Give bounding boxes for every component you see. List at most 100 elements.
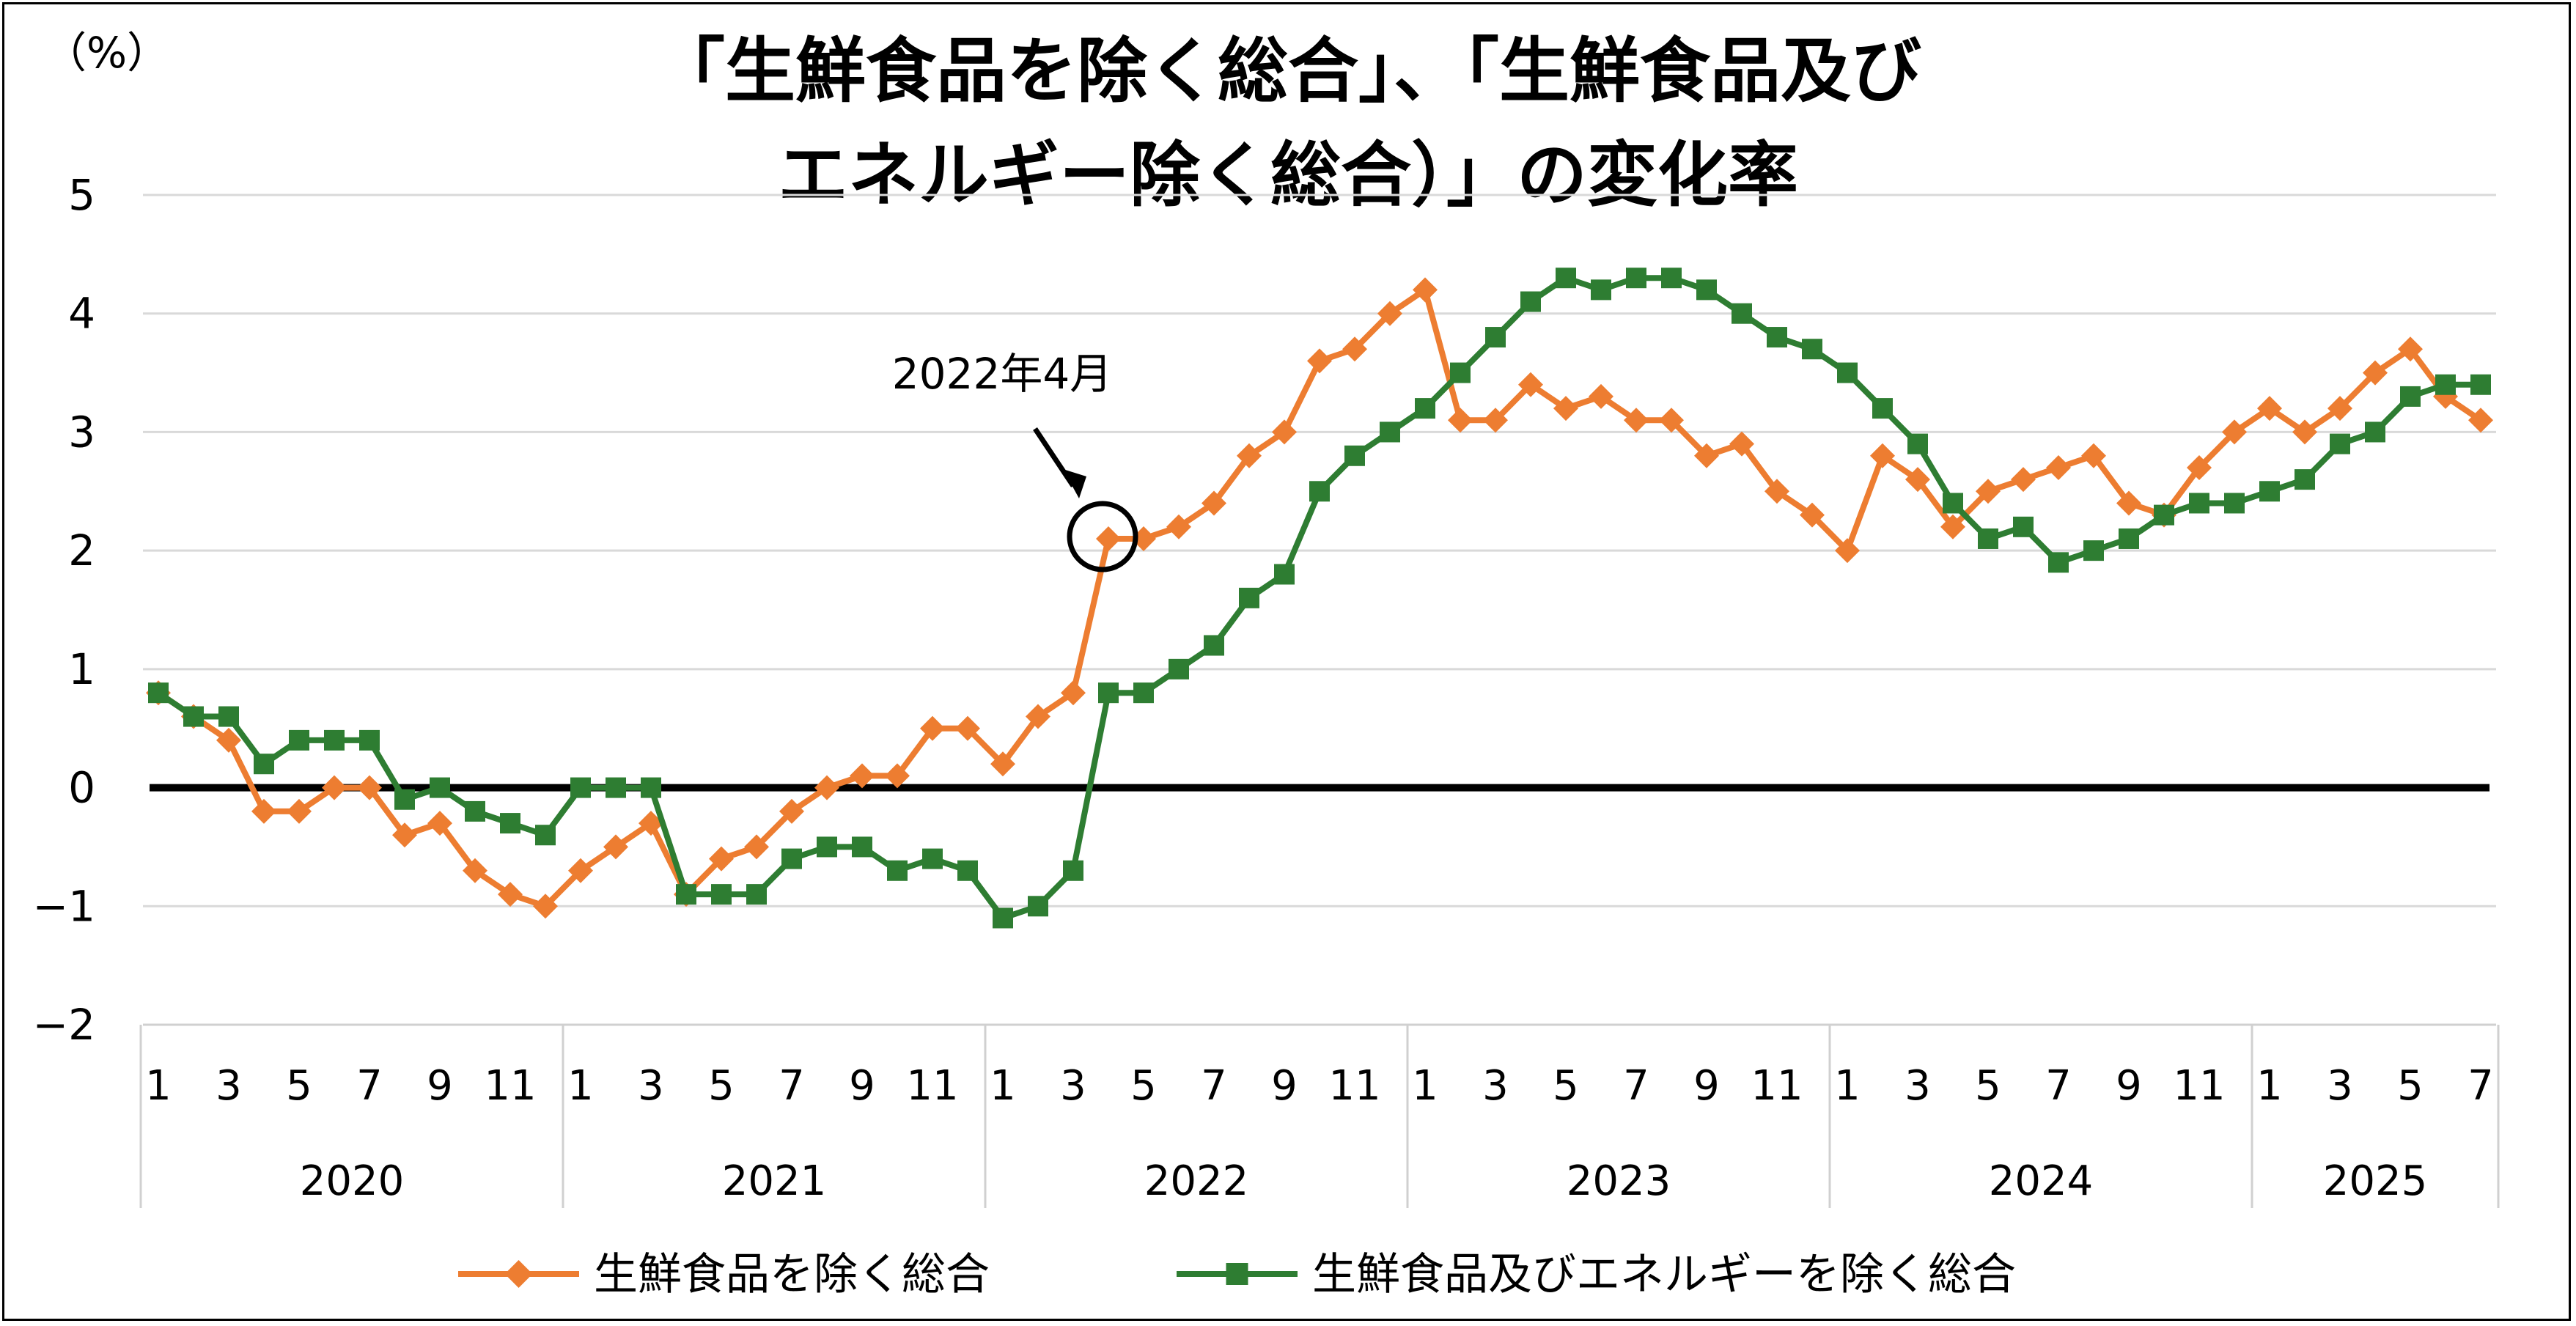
diamond-marker — [322, 775, 347, 800]
legend-label: 生鮮食品を除く総合 — [594, 1249, 990, 1300]
diamond-marker — [392, 822, 417, 848]
x-tick-label: 7 — [2468, 1062, 2494, 1110]
square-marker — [324, 729, 345, 751]
diamond-marker — [1518, 372, 1543, 397]
annotation-group: 2022年4月 — [892, 349, 1138, 572]
diamond-marker — [2222, 419, 2247, 445]
diamond-marker — [1694, 443, 1719, 468]
square-marker — [289, 729, 309, 751]
y-axis-unit-label: （%） — [44, 28, 169, 78]
year-label: 2020 — [300, 1157, 405, 1205]
square-marker — [2470, 374, 2491, 395]
x-tick-label: 11 — [2173, 1062, 2225, 1110]
square-marker — [2435, 374, 2456, 395]
x-tick-label: 9 — [1693, 1062, 1720, 1110]
square-marker — [922, 848, 943, 869]
diamond-marker — [1026, 704, 1050, 729]
x-tick-label: 7 — [2045, 1062, 2072, 1110]
annotation-circle — [1067, 501, 1138, 572]
x-axis: 1 3 5 7 9 11 1 3 5 7 9 11 1 3 5 7 9 11 1 3 5 7 9 11 1 3 5 7 9 11 1 3 5 72… — [139, 1023, 2500, 1208]
square-marker — [2330, 433, 2350, 454]
diamond-marker — [955, 715, 980, 741]
square-marker — [1169, 658, 1189, 679]
square-marker — [1204, 635, 1224, 656]
diamond-marker — [216, 727, 241, 753]
diamond-marker — [1553, 396, 1578, 421]
square-marker — [1837, 362, 1858, 383]
diamond-marker — [1940, 514, 1965, 539]
y-tick-label: 0 — [68, 763, 95, 813]
year-label: 2022 — [1144, 1157, 1249, 1205]
diamond-marker — [885, 763, 910, 789]
diamond-marker — [2257, 396, 2282, 421]
x-tick-label: 7 — [779, 1062, 805, 1110]
square-marker — [1098, 682, 1119, 704]
diamond-marker — [2187, 454, 2212, 480]
diamond-marker — [1483, 408, 1508, 433]
diamond-marker — [1272, 419, 1297, 445]
x-tick-label: 11 — [484, 1062, 536, 1110]
square-marker — [1415, 398, 1435, 419]
y-tick-label: −2 — [33, 1000, 96, 1050]
square-marker — [993, 907, 1013, 929]
y-tick-label: −1 — [33, 881, 96, 931]
square-marker — [570, 777, 591, 798]
diamond-marker — [2398, 336, 2423, 362]
diamond-marker — [1413, 277, 1438, 303]
square-marker — [1767, 327, 1787, 348]
x-tick-label: 3 — [1482, 1062, 1509, 1110]
diamond-marker — [779, 798, 804, 824]
square-marker — [1380, 421, 1400, 443]
square-marker — [1943, 493, 1963, 514]
y-tick-label: 4 — [68, 289, 95, 339]
square-marker — [1907, 433, 1928, 454]
diamond-marker — [1764, 479, 1789, 504]
square-marker — [148, 682, 169, 704]
square-marker — [2154, 504, 2174, 526]
x-tick-label: 1 — [1412, 1062, 1438, 1110]
x-tick-label: 1 — [990, 1062, 1016, 1110]
square-marker — [641, 777, 661, 798]
diamond-marker — [2292, 419, 2317, 445]
square-marker — [887, 860, 908, 881]
diamond-marker — [1096, 526, 1121, 551]
square-marker — [2400, 386, 2421, 407]
x-tick-label: 1 — [567, 1062, 594, 1110]
x-tick-label: 5 — [1975, 1062, 2001, 1110]
square-marker — [1239, 587, 1259, 608]
y-tick-label: 2 — [68, 526, 95, 575]
square-marker — [183, 706, 204, 727]
x-tick-label: 9 — [849, 1062, 875, 1110]
diamond-marker — [2046, 454, 2071, 480]
square-marker — [359, 729, 380, 751]
square-marker — [1732, 303, 1752, 324]
square-marker — [1626, 268, 1646, 289]
square-marker — [676, 884, 696, 905]
diamond-marker — [1307, 348, 1332, 374]
square-marker — [500, 813, 520, 834]
square-marker — [394, 789, 415, 810]
year-label: 2023 — [1567, 1157, 1671, 1205]
diamond-marker — [639, 811, 663, 836]
square-marker — [781, 848, 802, 869]
square-marker — [2224, 493, 2245, 514]
x-tick-label: 11 — [1328, 1062, 1380, 1110]
series-core-core-cpi — [148, 268, 2491, 929]
diamond-marker — [603, 834, 628, 860]
square-marker — [1520, 291, 1541, 312]
square-marker — [2119, 528, 2139, 549]
x-tick-label: 3 — [2327, 1062, 2353, 1110]
diamond-marker — [1166, 514, 1191, 539]
diamond-marker — [2081, 443, 2106, 468]
diamond-marker — [2468, 408, 2493, 433]
x-tick-label: 11 — [1751, 1062, 1803, 1110]
y-tick-label: 3 — [68, 407, 95, 457]
diamond-marker — [1800, 502, 1825, 528]
square-marker — [711, 884, 732, 905]
x-tick-label: 5 — [708, 1062, 735, 1110]
square-marker — [852, 836, 872, 858]
diamond-marker — [1624, 408, 1649, 433]
diamond-marker — [533, 894, 558, 919]
diamond-marker — [2116, 490, 2141, 516]
diamond-marker — [251, 798, 276, 824]
